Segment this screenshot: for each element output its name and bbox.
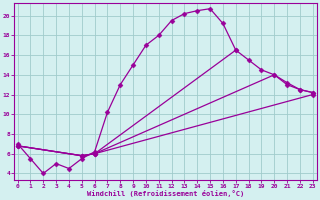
X-axis label: Windchill (Refroidissement éolien,°C): Windchill (Refroidissement éolien,°C) bbox=[87, 190, 244, 197]
